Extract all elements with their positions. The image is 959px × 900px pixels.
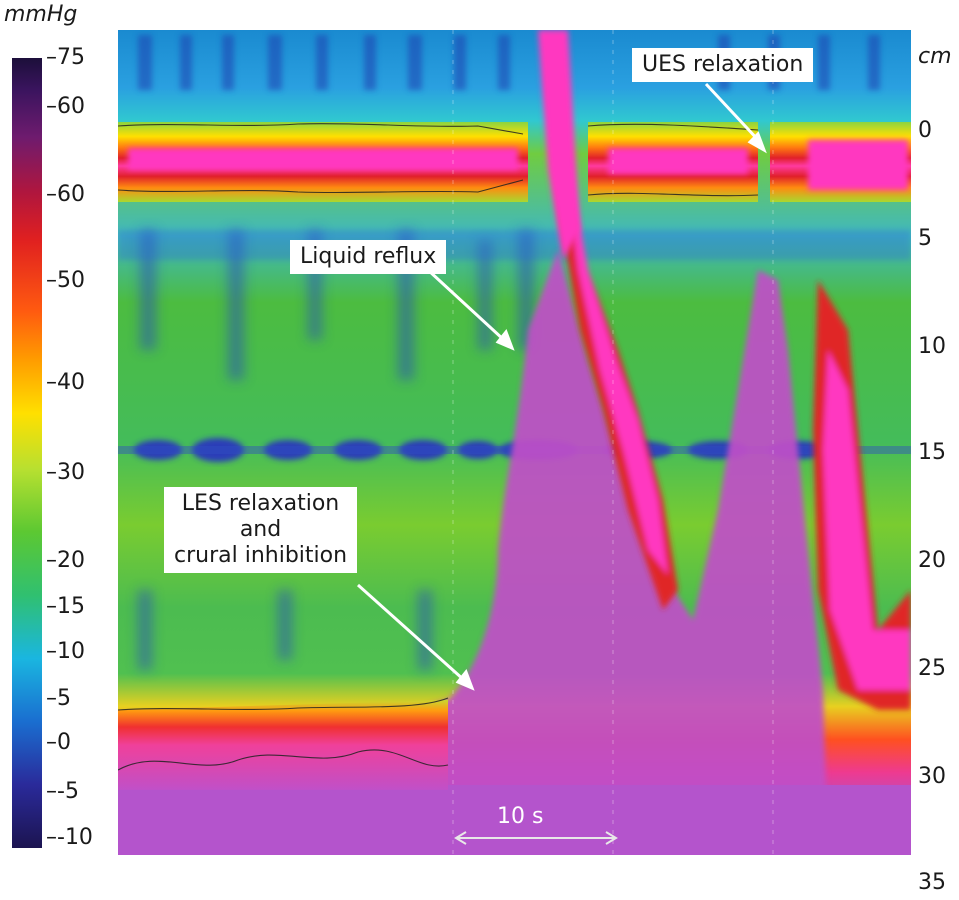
depth-unit: cm	[918, 44, 952, 69]
depth-tick: 20	[918, 548, 946, 573]
callout-les-relaxation: LES relaxation and crural inhibition	[164, 487, 358, 573]
callout-line: and	[239, 517, 282, 542]
colorbar-tick: –40	[46, 370, 85, 395]
time-scale-label: 10 s	[497, 804, 544, 829]
depth-tick: 30	[918, 764, 946, 789]
depth-tick: 10	[918, 334, 946, 359]
colorbar-tick: –-10	[46, 825, 93, 850]
callout-line: crural inhibition	[174, 543, 348, 568]
pressure-topography-plot	[118, 30, 911, 855]
colorbar-tick: –60	[46, 94, 85, 119]
colorbar-tick: –60	[46, 182, 85, 207]
callout-liquid-reflux: Liquid reflux	[290, 240, 447, 274]
colorbar-tick: –75	[46, 45, 85, 70]
colorbar-tick: –-5	[46, 779, 79, 804]
depth-tick: 35	[918, 870, 946, 895]
callout-line: LES relaxation	[181, 491, 340, 516]
depth-tick: 25	[918, 656, 946, 681]
callout-ues-relaxation: UES relaxation	[632, 48, 814, 82]
colorbar-tick: –5	[46, 686, 71, 711]
colorbar-tick: –30	[46, 460, 85, 485]
colorbar-unit: mmHg	[4, 2, 78, 27]
colorbar-tick: –15	[46, 594, 85, 619]
depth-tick: 15	[918, 440, 946, 465]
colorbar-tick: –20	[46, 548, 85, 573]
colorbar-tick: –10	[46, 639, 85, 664]
colorbar-tick: –50	[46, 268, 85, 293]
depth-tick: 5	[918, 226, 932, 251]
colorbar-tick: –0	[46, 730, 71, 755]
depth-tick: 0	[918, 118, 932, 143]
colorbar	[12, 58, 42, 848]
